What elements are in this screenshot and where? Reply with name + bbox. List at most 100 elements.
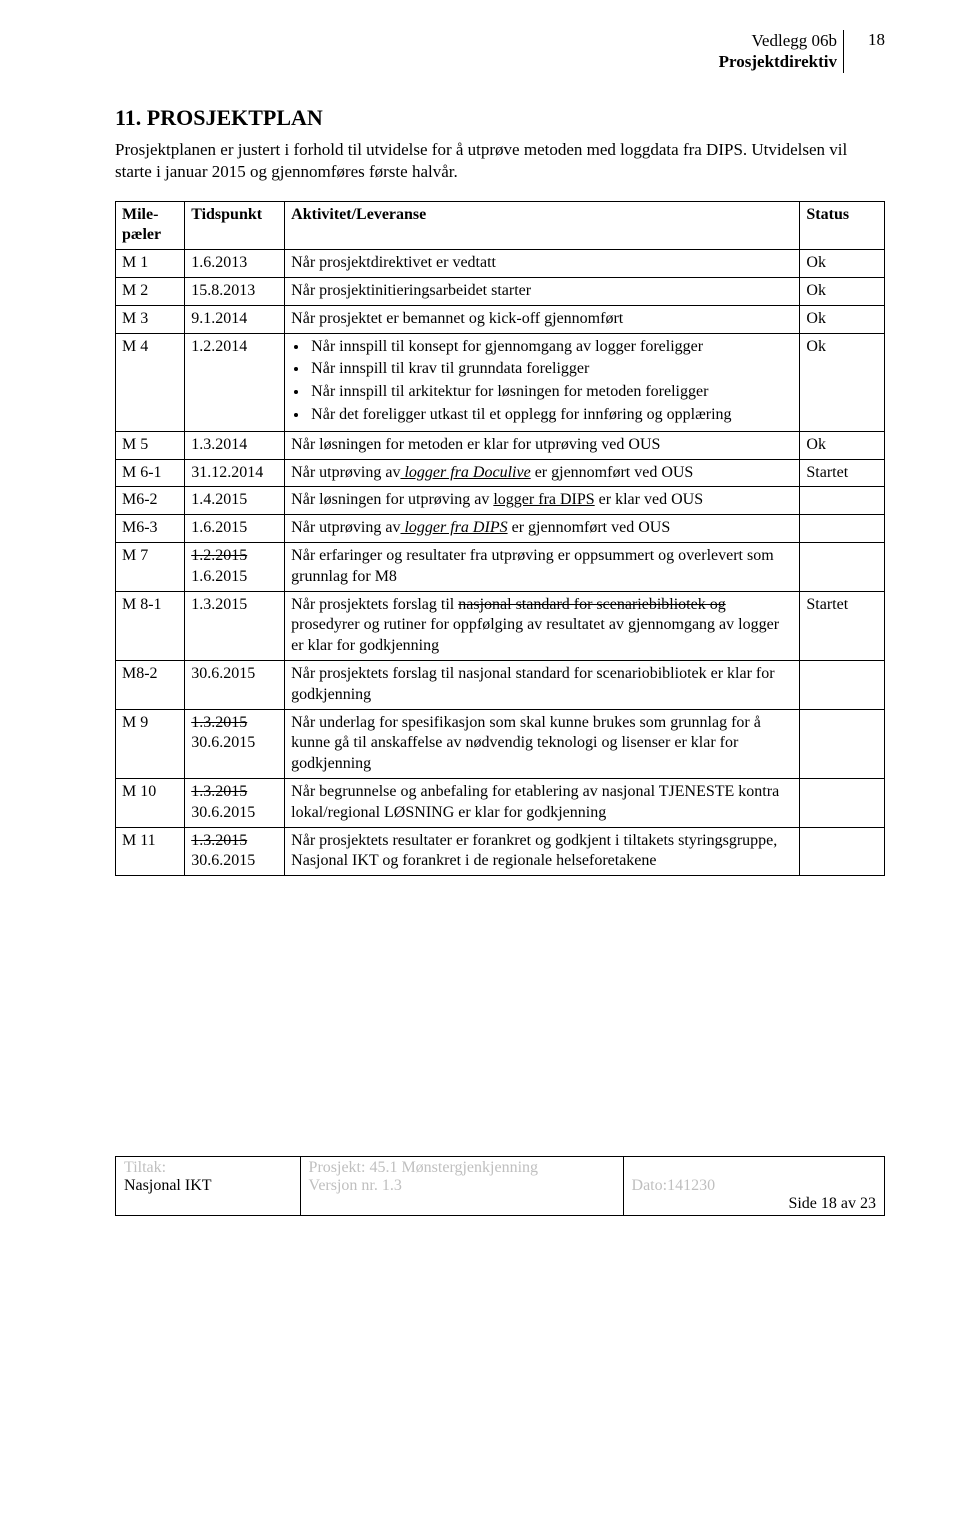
cell-status bbox=[800, 709, 885, 778]
cell-mile: M 2 bbox=[116, 278, 185, 306]
cell-mile: M 6-1 bbox=[116, 459, 185, 487]
cell-activity: Når innspill til konsept for gjennomgang… bbox=[285, 333, 800, 431]
table-row: M 4 1.2.2014 Når innspill til konsept fo… bbox=[116, 333, 885, 431]
text: er gjennomført ved OUS bbox=[508, 519, 671, 536]
table-row: M 3 9.1.2014 Når prosjektet er bemannet … bbox=[116, 305, 885, 333]
table-row: M 7 1.2.2015 1.6.2015 Når erfaringer og … bbox=[116, 543, 885, 592]
footer-versjon: Versjon nr. 1.3 bbox=[309, 1177, 402, 1194]
cell-activity: Når begrunnelse og anbefaling for etable… bbox=[285, 779, 800, 828]
header-page-number: 18 bbox=[844, 30, 885, 50]
cell-status bbox=[800, 827, 885, 876]
cell-status: Ok bbox=[800, 431, 885, 459]
cell-status bbox=[800, 487, 885, 515]
bullet-item: Når innspill til krav til grunndata fore… bbox=[309, 359, 793, 380]
cell-date: 1.4.2015 bbox=[185, 487, 285, 515]
cell-status bbox=[800, 661, 885, 710]
table-row: M6-3 1.6.2015 Når utprøving av logger fr… bbox=[116, 515, 885, 543]
cell-activity: Når prosjektets resultater er forankret … bbox=[285, 827, 800, 876]
bullet-item: Når innspill til arkitektur for løsninge… bbox=[309, 382, 793, 403]
cell-mile: M6-3 bbox=[116, 515, 185, 543]
cell-activity: Når prosjektets forslag til nasjonal sta… bbox=[285, 591, 800, 660]
col-status: Status bbox=[800, 201, 885, 250]
col-tidspunkt: Tidspunkt bbox=[185, 201, 285, 250]
footer-cell: Tiltak: Nasjonal IKT bbox=[116, 1157, 301, 1216]
cell-status: Ok bbox=[800, 305, 885, 333]
text: Når løsningen for utprøving av bbox=[291, 491, 493, 508]
bullet-list: Når innspill til konsept for gjennomgang… bbox=[309, 337, 793, 426]
cell-date: 1.3.2015 30.6.2015 bbox=[185, 779, 285, 828]
footer-row: Tiltak: Nasjonal IKT Prosjekt: 45.1 Møns… bbox=[116, 1157, 885, 1216]
underline-text: logger fra Doculive bbox=[400, 464, 530, 481]
table-row: M 11 1.3.2015 30.6.2015 Når prosjektets … bbox=[116, 827, 885, 876]
cell-date: 1.6.2013 bbox=[185, 250, 285, 278]
underline-text: logger fra DIPS bbox=[400, 519, 507, 536]
text: prosedyrer og rutiner for oppfølging av … bbox=[291, 616, 779, 654]
cell-activity: Når utprøving av logger fra Doculive er … bbox=[285, 459, 800, 487]
cell-date: 1.3.2015 30.6.2015 bbox=[185, 827, 285, 876]
strikethrough-date: 1.3.2015 bbox=[191, 782, 278, 803]
cell-activity: Når løsningen for utprøving av logger fr… bbox=[285, 487, 800, 515]
cell-date: 1.2.2015 1.6.2015 bbox=[185, 543, 285, 592]
cell-date: 1.3.2015 30.6.2015 bbox=[185, 709, 285, 778]
footer-cell: Dato:141230 Side 18 av 23 bbox=[623, 1157, 884, 1216]
cell-activity: Når løsningen for metoden er klar for ut… bbox=[285, 431, 800, 459]
footer-cell: Prosjekt: 45.1 Mønstergjenkjenning Versj… bbox=[300, 1157, 623, 1216]
header-attachment: Vedlegg 06b bbox=[719, 30, 837, 51]
col-aktivitet: Aktivitet/Leveranse bbox=[285, 201, 800, 250]
cell-status bbox=[800, 515, 885, 543]
table-header-row: Mile-pæler Tidspunkt Aktivitet/Leveranse… bbox=[116, 201, 885, 250]
text: er klar ved OUS bbox=[595, 491, 703, 508]
header-doc-title: Prosjektdirektiv bbox=[719, 51, 837, 72]
table-row: M 5 1.3.2014 Når løsningen for metoden e… bbox=[116, 431, 885, 459]
underline-text: logger fra DIPS bbox=[493, 491, 594, 508]
milestones-table: Mile-pæler Tidspunkt Aktivitet/Leveranse… bbox=[115, 201, 885, 877]
page-header: Vedlegg 06b Prosjektdirektiv 18 bbox=[115, 30, 885, 73]
bullet-item: Når innspill til konsept for gjennomgang… bbox=[309, 337, 793, 358]
cell-mile: M 10 bbox=[116, 779, 185, 828]
cell-status: Startet bbox=[800, 459, 885, 487]
cell-status: Ok bbox=[800, 278, 885, 306]
intro-paragraph: Prosjektplanen er justert i forhold til … bbox=[115, 139, 885, 183]
cell-mile: M8-2 bbox=[116, 661, 185, 710]
page-footer: Tiltak: Nasjonal IKT Prosjekt: 45.1 Møns… bbox=[115, 1156, 885, 1216]
cell-activity: Når prosjektinitieringsarbeidet starter bbox=[285, 278, 800, 306]
footer-table: Tiltak: Nasjonal IKT Prosjekt: 45.1 Møns… bbox=[115, 1156, 885, 1216]
strikethrough-date: 1.3.2015 bbox=[191, 713, 278, 734]
cell-activity: Når prosjektets forslag til nasjonal sta… bbox=[285, 661, 800, 710]
date-text: 30.6.2015 bbox=[191, 733, 278, 754]
table-row: M 2 15.8.2013 Når prosjektinitieringsarb… bbox=[116, 278, 885, 306]
cell-mile: M 7 bbox=[116, 543, 185, 592]
table-row: M 9 1.3.2015 30.6.2015 Når underlag for … bbox=[116, 709, 885, 778]
table-row: M 10 1.3.2015 30.6.2015 Når begrunnelse … bbox=[116, 779, 885, 828]
strikethrough-text: nasjonal standard for scenariebibliotek … bbox=[458, 596, 725, 613]
cell-activity: Når erfaringer og resultater fra utprøvi… bbox=[285, 543, 800, 592]
cell-status: Ok bbox=[800, 333, 885, 431]
cell-date: 1.2.2014 bbox=[185, 333, 285, 431]
section-heading: 11. PROSJEKTPLAN bbox=[115, 105, 885, 131]
text: Når utprøving av bbox=[291, 519, 400, 536]
footer-nasjonal: Nasjonal IKT bbox=[124, 1177, 212, 1194]
cell-date: 30.6.2015 bbox=[185, 661, 285, 710]
cell-status bbox=[800, 543, 885, 592]
header-title-block: Vedlegg 06b Prosjektdirektiv bbox=[719, 30, 844, 73]
cell-activity: Når utprøving av logger fra DIPS er gjen… bbox=[285, 515, 800, 543]
strikethrough-date: 1.3.2015 bbox=[191, 831, 278, 852]
bullet-item: Når det foreligger utkast til et opplegg… bbox=[309, 405, 793, 426]
cell-mile: M6-2 bbox=[116, 487, 185, 515]
footer-dato: Dato:141230 bbox=[632, 1177, 716, 1194]
cell-activity: Når underlag for spesifikasjon som skal … bbox=[285, 709, 800, 778]
cell-mile: M 8-1 bbox=[116, 591, 185, 660]
col-milepaeler: Mile-pæler bbox=[116, 201, 185, 250]
strikethrough-date: 1.2.2015 bbox=[191, 546, 278, 567]
table-row: M8-2 30.6.2015 Når prosjektets forslag t… bbox=[116, 661, 885, 710]
cell-status: Ok bbox=[800, 250, 885, 278]
cell-mile: M 9 bbox=[116, 709, 185, 778]
text: er gjennomført ved OUS bbox=[531, 464, 694, 481]
footer-side: Side 18 av 23 bbox=[632, 1195, 876, 1213]
cell-activity: Når prosjektdirektivet er vedtatt bbox=[285, 250, 800, 278]
table-row: M 1 1.6.2013 Når prosjektdirektivet er v… bbox=[116, 250, 885, 278]
cell-mile: M 3 bbox=[116, 305, 185, 333]
cell-status: Startet bbox=[800, 591, 885, 660]
cell-mile: M 4 bbox=[116, 333, 185, 431]
cell-date: 15.8.2013 bbox=[185, 278, 285, 306]
